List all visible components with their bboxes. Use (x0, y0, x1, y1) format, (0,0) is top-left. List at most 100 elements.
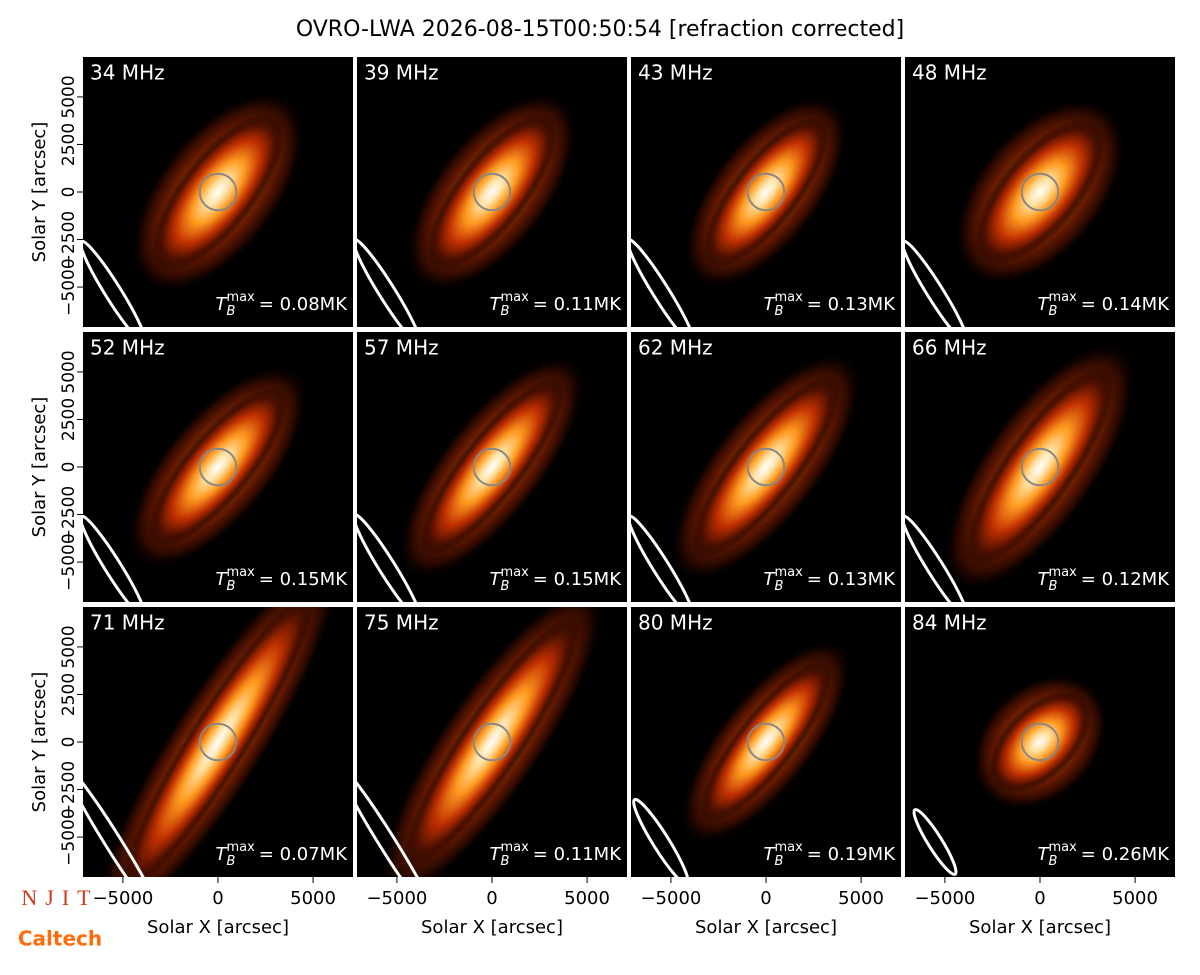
tb-sub: B (1049, 579, 1058, 594)
tb-sub: B (775, 304, 784, 319)
x-tick-label: 5000 (290, 888, 336, 909)
emission (631, 351, 863, 602)
emission (905, 341, 1137, 602)
x-tick-label: −5000 (914, 888, 975, 909)
x-axis-label: Solar X [arcsec] (969, 917, 1111, 938)
tb-value: = 0.12MK (1081, 569, 1170, 590)
solar-disk (746, 722, 786, 762)
solar-disk (1020, 447, 1060, 487)
y-tick-label: 2500 (59, 673, 79, 716)
tb-sub: B (501, 854, 510, 869)
tb-symbol: T (764, 294, 777, 315)
frequency-label: 75 MHz (364, 611, 439, 635)
frequency-label: 84 MHz (912, 611, 987, 635)
solar-disk (198, 722, 238, 762)
solar-disk (1020, 172, 1060, 212)
tb-symbol: T (764, 569, 777, 590)
y-tick-label: 0 (59, 462, 79, 473)
tb-max: TBmax = 0.14MK (1038, 290, 1171, 319)
emission (83, 607, 341, 877)
x-axis-label: Solar X [arcsec] (695, 917, 837, 938)
frequency-label: 48 MHz (912, 61, 987, 85)
tb-symbol: T (216, 569, 229, 590)
solar-disk (198, 447, 238, 487)
beam (83, 764, 163, 877)
beam (905, 514, 970, 602)
tb-max: TBmax = 0.19MK (764, 840, 897, 869)
tb-sup: max (1048, 840, 1077, 855)
y-axis-label: Solar Y [arcsec] (29, 397, 50, 538)
tb-sup: max (774, 840, 803, 855)
solar-disk (472, 447, 512, 487)
emission-core (966, 368, 1114, 566)
beam (357, 237, 423, 327)
tb-max: TBmax = 0.11MK (490, 290, 623, 319)
frequency-label: 43 MHz (638, 61, 713, 85)
tb-value: = 0.11MK (533, 294, 622, 315)
panel: 66 MHz TBmax = 0.12MK (905, 332, 1175, 602)
panel: 62 MHz TBmax = 0.13MK (631, 332, 901, 602)
solar-disk (472, 722, 512, 762)
tb-max: TBmax = 0.15MK (216, 565, 349, 594)
tb-max: TBmax = 0.11MK (490, 840, 623, 869)
frequency-label: 34 MHz (90, 61, 165, 85)
tb-symbol: T (490, 569, 503, 590)
figure-title: OVRO-LWA 2026-08-15T00:50:54 [refraction… (296, 17, 904, 42)
logo-njit: NJIT (21, 885, 98, 910)
panel: 48 MHz TBmax = 0.14MK (905, 57, 1175, 327)
tb-sup: max (500, 290, 529, 305)
x-tick-label: 0 (486, 888, 497, 909)
solar-disk (746, 447, 786, 487)
x-tick-label: 5000 (838, 888, 884, 909)
y-tick-label: −5000 (59, 258, 79, 316)
emission-core (703, 116, 829, 268)
tb-symbol: T (1038, 844, 1051, 865)
frequency-label: 66 MHz (912, 336, 987, 360)
tb-sup: max (1048, 565, 1077, 580)
x-tick-label: 5000 (564, 888, 610, 909)
beam (631, 237, 697, 327)
emission (631, 95, 849, 327)
tb-sub: B (775, 854, 784, 869)
tb-value: = 0.08MK (259, 294, 348, 315)
solar-disk (198, 172, 238, 212)
tb-value: = 0.07MK (259, 844, 348, 865)
panel: 39 MHz TBmax = 0.11MK (357, 57, 627, 327)
x-tick-label: −5000 (640, 888, 701, 909)
beam (357, 512, 423, 602)
y-tick-label: −5000 (59, 533, 79, 591)
emission-core (404, 616, 580, 868)
tb-max: TBmax = 0.13MK (764, 565, 897, 594)
tb-sup: max (1048, 290, 1077, 305)
emission (83, 365, 309, 602)
tb-symbol: T (1038, 569, 1051, 590)
y-tick-label: −2500 (59, 211, 79, 269)
tb-max: TBmax = 0.13MK (764, 290, 897, 319)
tb-symbol: T (490, 844, 503, 865)
emission-core (148, 387, 288, 547)
tb-value: = 0.13MK (807, 569, 896, 590)
x-tick-label: 0 (212, 888, 223, 909)
tb-sub: B (1049, 304, 1058, 319)
tb-sub: B (227, 304, 236, 319)
x-tick-label: 0 (1034, 888, 1045, 909)
x-axis-label: Solar X [arcsec] (421, 917, 563, 938)
emission-core (419, 378, 565, 556)
y-axis-label: Solar Y [arcsec] (29, 672, 50, 813)
y-tick-label: 5000 (59, 625, 79, 668)
frequency-label: 39 MHz (364, 61, 439, 85)
tb-symbol: T (216, 294, 229, 315)
tb-sup: max (500, 840, 529, 855)
y-tick-label: 0 (59, 187, 79, 198)
beam (912, 808, 958, 876)
x-tick-label: 5000 (1112, 888, 1158, 909)
y-tick-label: 5000 (59, 350, 79, 393)
x-tick-label: −5000 (366, 888, 427, 909)
tb-sup: max (500, 565, 529, 580)
tb-symbol: T (216, 844, 229, 865)
beam (905, 239, 970, 327)
